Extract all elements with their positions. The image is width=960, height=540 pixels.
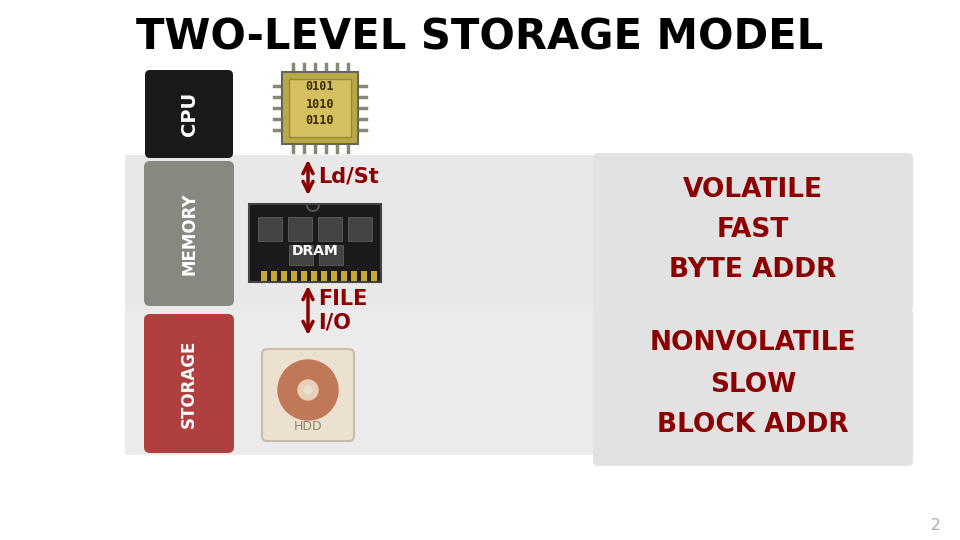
FancyBboxPatch shape (319, 245, 343, 265)
Bar (125, 155, 845, 310)
Text: FILE
I/O: FILE I/O (318, 289, 368, 333)
FancyBboxPatch shape (262, 349, 354, 441)
Text: STORAGE: STORAGE (180, 340, 198, 428)
Text: BYTE ADDR: BYTE ADDR (669, 257, 837, 283)
FancyBboxPatch shape (282, 72, 358, 144)
Circle shape (278, 360, 338, 420)
Text: DRAM: DRAM (292, 244, 338, 258)
Bar (311, 271, 317, 281)
Text: HDD: HDD (294, 421, 323, 434)
Text: SLOW: SLOW (709, 372, 796, 398)
Text: 0101
1010
0110: 0101 1010 0110 (305, 80, 334, 127)
FancyBboxPatch shape (593, 153, 913, 311)
Text: FAST: FAST (717, 217, 789, 243)
Bar (261, 271, 267, 281)
Text: Ld/St: Ld/St (318, 167, 379, 187)
FancyBboxPatch shape (144, 161, 234, 306)
Bar (341, 271, 347, 281)
Bar (281, 271, 287, 281)
Text: NONVOLATILE: NONVOLATILE (650, 330, 856, 356)
FancyBboxPatch shape (288, 217, 312, 241)
Bar (331, 271, 337, 281)
Text: 2: 2 (930, 517, 940, 532)
Bar (351, 271, 357, 281)
FancyBboxPatch shape (145, 70, 233, 158)
Circle shape (298, 380, 318, 400)
Circle shape (304, 386, 312, 394)
FancyBboxPatch shape (258, 217, 282, 241)
Bar (321, 271, 327, 281)
FancyBboxPatch shape (144, 314, 234, 453)
Bar (291, 271, 297, 281)
FancyBboxPatch shape (289, 79, 351, 137)
Text: TWO-LEVEL STORAGE MODEL: TWO-LEVEL STORAGE MODEL (136, 17, 824, 59)
FancyBboxPatch shape (318, 217, 342, 241)
Text: VOLATILE: VOLATILE (683, 177, 823, 203)
FancyBboxPatch shape (348, 217, 372, 241)
Text: CPU: CPU (180, 92, 199, 136)
Text: MEMORY: MEMORY (180, 193, 198, 275)
FancyBboxPatch shape (593, 308, 913, 466)
Bar (125, 310, 845, 455)
Bar (271, 271, 277, 281)
FancyBboxPatch shape (249, 204, 381, 282)
Bar (361, 271, 367, 281)
FancyBboxPatch shape (289, 245, 313, 265)
Bar (301, 271, 307, 281)
Bar (371, 271, 377, 281)
Text: BLOCK ADDR: BLOCK ADDR (658, 412, 849, 438)
